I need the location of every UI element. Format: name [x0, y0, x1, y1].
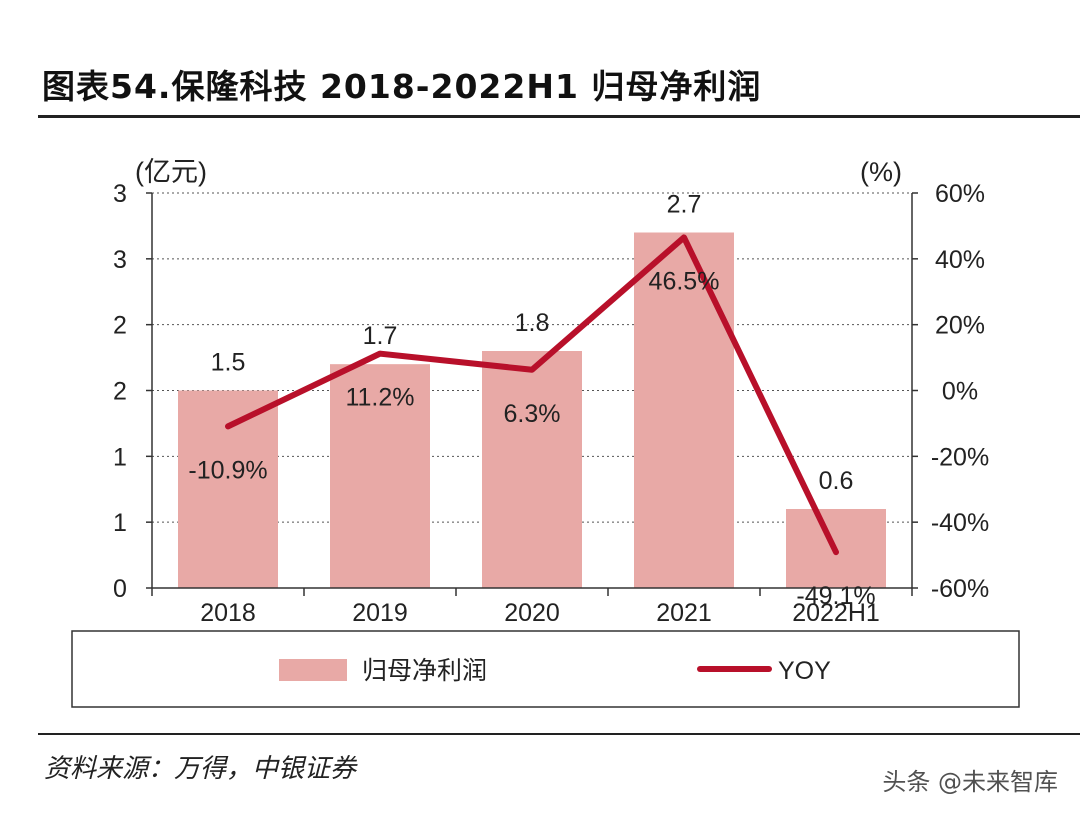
- left-tick-label: 1: [113, 509, 127, 537]
- legend-swatch-bar: [279, 659, 347, 681]
- line-layer: [225, 234, 839, 556]
- left-axis-unit: (亿元): [135, 157, 207, 187]
- right-tick-label: 20%: [935, 312, 985, 340]
- legend-label-line: YOY: [778, 657, 831, 685]
- bar-2018: [178, 390, 278, 588]
- chart-title: 图表54.保隆科技 2018-2022H1 归母净利润: [42, 67, 762, 106]
- right-tick-label: -40%: [931, 509, 989, 537]
- bar-value-label: 1.7: [363, 322, 398, 350]
- x-tick-label: 2018: [200, 599, 256, 627]
- source-note: 资料来源：万得，中银证券: [44, 754, 357, 784]
- legend-layer: 归母净利润 YOY: [71, 630, 1020, 708]
- legend-box: [71, 630, 1020, 708]
- right-tick-label: 40%: [935, 246, 985, 274]
- left-tick-label: 2: [113, 312, 127, 340]
- bar-2019: [330, 364, 430, 588]
- label-layer: 1.5 1.7 1.8 2.7 0.6 -10.9% 11.2% 6.3% 46.5% -49.1…: [188, 191, 875, 611]
- chart-svg: 0 -60%1 -40%1 -20%2 0%2 20%3 40%3 60%(亿元) (%)201…: [71, 157, 1020, 708]
- left-tick-label: 3: [113, 180, 127, 208]
- left-tick-label: 0: [113, 575, 127, 603]
- x-tick-label: 2022H1: [792, 599, 880, 627]
- watermark: 头条 @未来智库: [882, 768, 1058, 796]
- right-axis-unit: (%): [860, 157, 902, 187]
- yoy-value-label: -49.1%: [796, 582, 875, 610]
- bar-value-label: 2.7: [667, 191, 702, 219]
- left-tick-label: 1: [113, 443, 127, 471]
- bar-value-label: 1.5: [211, 349, 246, 377]
- bar-value-label: 0.6: [819, 467, 854, 495]
- left-tick-label: 2: [113, 378, 127, 406]
- x-tick-label: 2019: [352, 599, 408, 627]
- right-tick-label: 0%: [942, 378, 978, 406]
- left-tick-label: 3: [113, 246, 127, 274]
- right-tick-label: -20%: [931, 443, 989, 471]
- footer-divider: [38, 733, 1080, 735]
- yoy-value-label: 46.5%: [649, 267, 720, 295]
- bar-2020: [482, 351, 582, 588]
- x-tick-label: 2021: [656, 599, 712, 627]
- legend-label-bar: 归母净利润: [362, 657, 487, 685]
- yoy-value-label: 6.3%: [504, 400, 561, 428]
- title-divider: [38, 115, 1080, 118]
- bar-layer: [178, 232, 886, 588]
- bar-value-label: 1.8: [515, 309, 550, 337]
- right-tick-label: 60%: [935, 180, 985, 208]
- yoy-value-label: -10.9%: [188, 456, 267, 484]
- x-tick-label: 2020: [504, 599, 560, 627]
- axis-layer: 0 -60%1 -40%1 -20%2 0%2 20%3 40%3 60%(亿元) (%)201…: [113, 157, 989, 627]
- bar-2021: [634, 232, 734, 588]
- yoy-value-label: 11.2%: [345, 384, 414, 412]
- right-tick-label: -60%: [931, 575, 989, 603]
